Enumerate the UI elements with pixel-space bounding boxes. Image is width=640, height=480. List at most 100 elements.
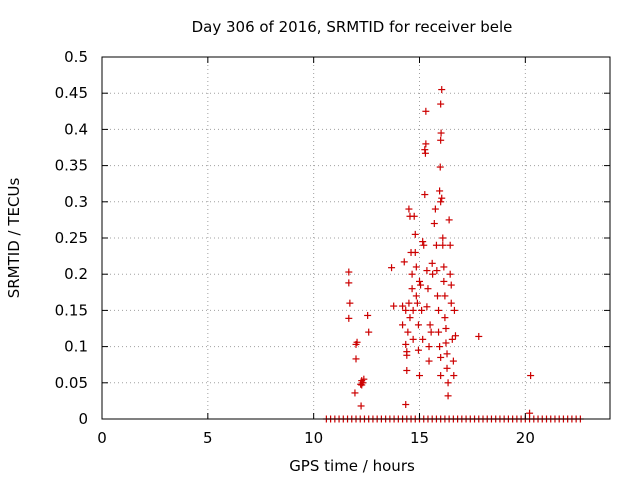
data-point xyxy=(402,401,410,409)
data-point xyxy=(403,351,411,359)
data-point xyxy=(357,380,365,388)
data-point xyxy=(421,149,429,157)
data-point xyxy=(345,279,353,287)
data-point xyxy=(345,314,353,322)
y-tick-label: 0.45 xyxy=(55,84,88,102)
data-point xyxy=(448,335,456,343)
data-point xyxy=(435,328,443,336)
x-tick-label: 15 xyxy=(410,429,429,447)
data-point xyxy=(438,86,446,94)
data-point xyxy=(424,285,432,293)
data-point xyxy=(417,281,425,289)
y-tick-label: 0.05 xyxy=(55,374,88,392)
data-point xyxy=(423,303,431,311)
grid-layer xyxy=(102,57,610,419)
data-point xyxy=(425,343,433,351)
data-point xyxy=(426,321,434,329)
data-point xyxy=(443,364,451,372)
data-point xyxy=(357,402,365,410)
data-point xyxy=(405,299,413,307)
data-point xyxy=(451,332,459,340)
data-point xyxy=(436,343,444,351)
y-tick-label: 0.3 xyxy=(64,193,88,211)
data-point xyxy=(404,328,412,336)
data-point xyxy=(420,241,428,249)
data-point xyxy=(353,338,361,346)
data-point xyxy=(527,372,535,380)
data-point xyxy=(421,146,429,154)
data-point xyxy=(433,267,441,275)
y-tick-label: 0.15 xyxy=(55,301,88,319)
y-tick-label: 0.4 xyxy=(64,120,88,138)
data-point xyxy=(428,259,436,267)
data-point xyxy=(437,100,445,108)
data-point xyxy=(432,241,440,249)
data-point xyxy=(429,270,437,278)
data-point xyxy=(441,292,449,300)
data-point xyxy=(399,321,407,329)
data-point xyxy=(422,140,430,148)
data-point xyxy=(437,372,445,380)
y-tick-label: 0.25 xyxy=(55,229,88,247)
data-point xyxy=(437,129,445,137)
ticks-layer: 0 5 10 15 20 0 0.05 0.1 0.15 0.2 0.25 0.3 0.35 0.4 0.4… xyxy=(55,48,610,447)
data-point xyxy=(412,292,420,300)
data-point xyxy=(450,306,458,314)
data-point xyxy=(436,187,444,195)
x-tick-label: 20 xyxy=(516,429,535,447)
data-point xyxy=(408,285,416,293)
data-point xyxy=(431,205,439,213)
data-point xyxy=(438,194,446,202)
data-point xyxy=(414,321,422,329)
data-point xyxy=(447,281,455,289)
data-point xyxy=(437,136,445,144)
data-point xyxy=(425,357,433,365)
x-axis-label: GPS time / hours xyxy=(289,457,415,475)
data-point xyxy=(430,220,438,228)
data-point xyxy=(445,216,453,224)
x-tick-label: 10 xyxy=(304,429,323,447)
y-axis-label: SRMTID / TECUs xyxy=(5,178,23,299)
data-point xyxy=(388,264,396,272)
y-tick-label: 0.35 xyxy=(55,157,88,175)
data-point xyxy=(351,389,359,397)
data-point xyxy=(409,335,417,343)
data-point xyxy=(400,258,408,266)
data-point xyxy=(346,299,354,307)
x-tick-label: 5 xyxy=(203,429,213,447)
data-point xyxy=(442,325,450,332)
data-point xyxy=(446,241,454,249)
data-point xyxy=(440,277,448,285)
data-point xyxy=(435,306,443,314)
data-point xyxy=(441,314,449,322)
y-tick-label: 0.1 xyxy=(64,338,88,356)
data-point xyxy=(450,372,458,380)
data-point xyxy=(413,299,421,307)
data-point xyxy=(408,270,416,278)
data-point xyxy=(403,366,411,374)
data-point xyxy=(414,346,422,354)
data-point xyxy=(440,263,448,271)
data-point xyxy=(352,355,360,363)
data-point xyxy=(405,205,413,213)
y-tick-label: 0.5 xyxy=(64,48,88,66)
data-point xyxy=(446,270,454,278)
points-layer xyxy=(322,86,584,423)
data-point xyxy=(439,241,447,249)
data-point xyxy=(390,302,398,310)
data-point xyxy=(419,335,427,343)
data-point xyxy=(411,230,419,238)
data-point xyxy=(406,314,414,322)
data-point xyxy=(410,212,418,220)
data-point xyxy=(418,306,426,314)
data-point xyxy=(437,353,445,361)
data-point xyxy=(421,191,429,199)
data-point xyxy=(402,340,410,348)
data-point xyxy=(399,302,407,310)
data-point xyxy=(444,379,452,387)
data-point xyxy=(419,238,427,246)
data-point xyxy=(345,268,353,276)
data-point xyxy=(422,107,430,115)
chart-title: Day 306 of 2016, SRMTID for receiver bel… xyxy=(192,18,513,36)
